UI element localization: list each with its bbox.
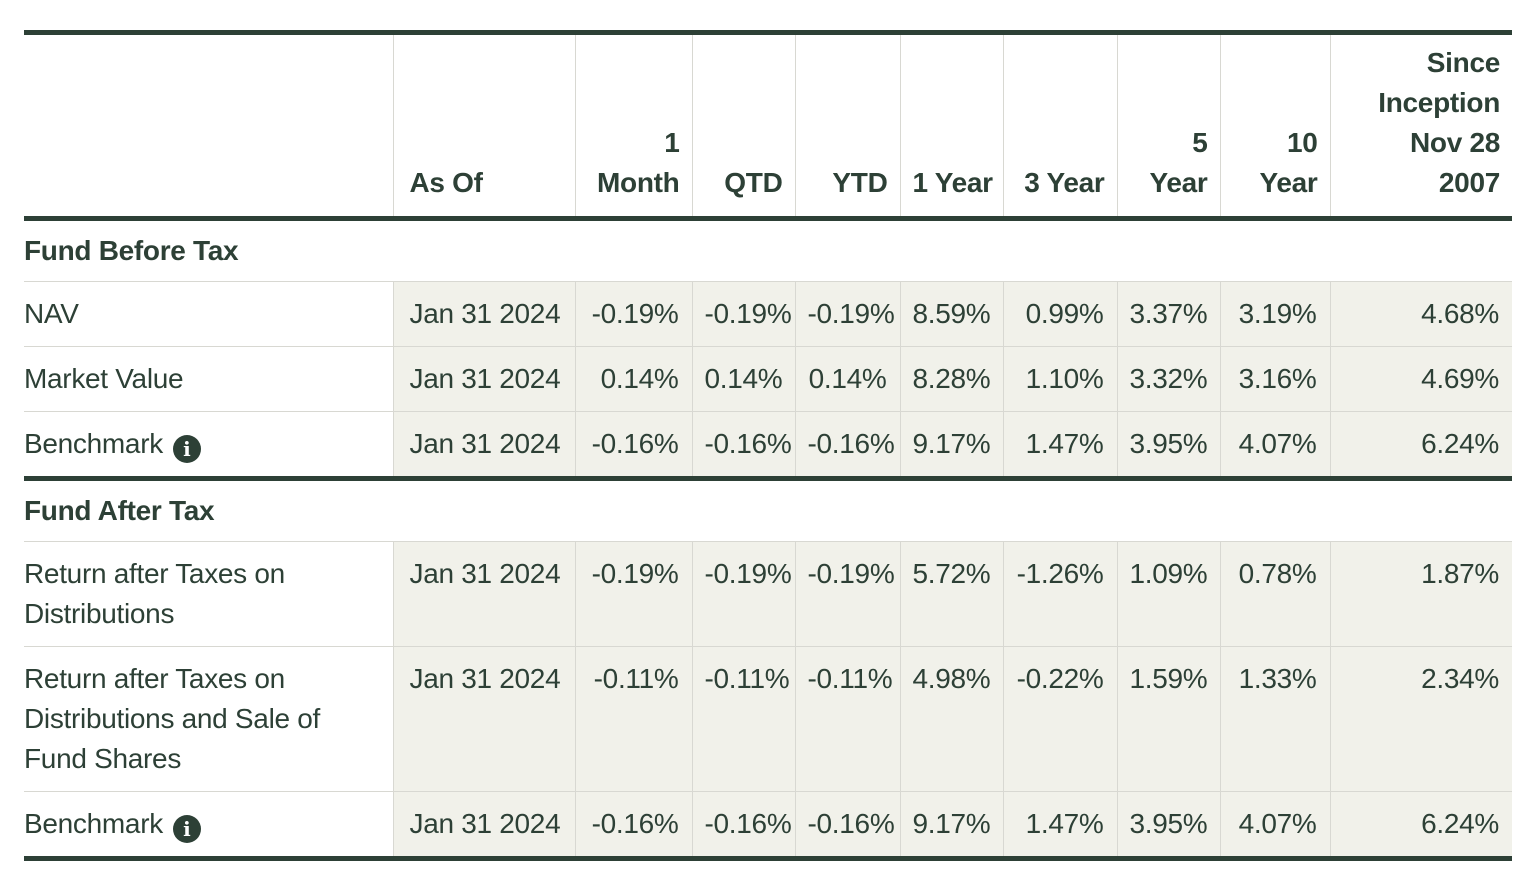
section-title: Fund After Tax bbox=[24, 476, 1512, 542]
as-of-cell: Jan 31 2024 bbox=[392, 541, 575, 647]
value-cell: 4.98% bbox=[899, 646, 1003, 792]
table-row: Market Value Jan 31 2024 0.14% 0.14% 0.14% 8.… bbox=[24, 346, 1512, 412]
row-label-cell: Market Value bbox=[24, 346, 393, 412]
column-header-1-year: 1 Year bbox=[899, 32, 1003, 221]
row-label: NAV bbox=[24, 298, 79, 329]
value-cell: 0.99% bbox=[1002, 281, 1117, 347]
column-header-as-of: As Of bbox=[392, 32, 575, 221]
value-cell: -0.16% bbox=[691, 791, 795, 859]
value-cell: 0.14% bbox=[574, 346, 692, 412]
section-title: Fund Before Tax bbox=[24, 235, 239, 266]
value-cell: -0.19% bbox=[574, 541, 692, 647]
value-cell: 8.28% bbox=[899, 346, 1003, 412]
value-cell: -1.26% bbox=[1002, 541, 1117, 647]
column-header-5-year: 5 Year bbox=[1116, 32, 1220, 221]
value-cell: 3.32% bbox=[1116, 346, 1220, 412]
row-label-cell: Return after Taxes on Distributions bbox=[24, 541, 393, 647]
value-cell: -0.19% bbox=[574, 281, 692, 347]
value-cell: 0.78% bbox=[1219, 541, 1330, 647]
column-header-qtd: QTD bbox=[691, 32, 795, 221]
value-cell: -0.16% bbox=[574, 791, 692, 859]
value-cell: -0.19% bbox=[794, 541, 900, 647]
fund-performance-table-container: As Of 1 Month QTD YTD 1 Year 3 Year 5 Year 10 Y… bbox=[24, 30, 1512, 861]
value-cell: 9.17% bbox=[899, 411, 1003, 479]
fund-performance-table: As Of 1 Month QTD YTD 1 Year 3 Year 5 Year 10 Y… bbox=[24, 30, 1512, 861]
value-cell: 3.19% bbox=[1219, 281, 1330, 347]
value-cell: -0.16% bbox=[794, 791, 900, 859]
as-of-cell: Jan 31 2024 bbox=[392, 281, 575, 347]
value-cell: 1.47% bbox=[1002, 411, 1117, 479]
value-cell: -0.19% bbox=[794, 281, 900, 347]
column-header-1-month: 1 Month bbox=[574, 32, 692, 221]
row-label-cell: Return after Taxes on Distributions and … bbox=[24, 646, 393, 792]
value-cell: 6.24% bbox=[1329, 411, 1512, 479]
table-row: Benchmark i Jan 31 2024 -0.16% -0.16% -0.16% 9… bbox=[24, 411, 1512, 479]
value-cell: -0.16% bbox=[794, 411, 900, 479]
value-cell: 2.34% bbox=[1329, 646, 1512, 792]
row-label-cell: Benchmark i bbox=[24, 411, 393, 479]
corner-header-cell bbox=[24, 32, 393, 221]
column-header-ytd: YTD bbox=[794, 32, 900, 221]
value-cell: 1.47% bbox=[1002, 791, 1117, 859]
value-cell: -0.22% bbox=[1002, 646, 1117, 792]
row-label-cell: NAV bbox=[24, 281, 393, 347]
value-cell: 6.24% bbox=[1329, 791, 1512, 859]
value-cell: 1.09% bbox=[1116, 541, 1220, 647]
as-of-cell: Jan 31 2024 bbox=[392, 411, 575, 479]
row-label: Return after Taxes on Distributions bbox=[24, 558, 285, 629]
value-cell: 4.69% bbox=[1329, 346, 1512, 412]
value-cell: 3.37% bbox=[1116, 281, 1220, 347]
value-cell: 3.95% bbox=[1116, 411, 1220, 479]
row-label: Benchmark bbox=[24, 808, 163, 839]
value-cell: -0.11% bbox=[574, 646, 692, 792]
value-cell: 3.95% bbox=[1116, 791, 1220, 859]
table-row: NAV Jan 31 2024 -0.19% -0.19% -0.19% 8.59% 0.9… bbox=[24, 281, 1512, 347]
row-label: Market Value bbox=[24, 363, 184, 394]
column-header-3-year: 3 Year bbox=[1002, 32, 1117, 221]
value-cell: 4.68% bbox=[1329, 281, 1512, 347]
as-of-cell: Jan 31 2024 bbox=[392, 791, 575, 859]
section-header-row: Fund Before Tax bbox=[24, 219, 1512, 282]
section-header-row: Fund After Tax bbox=[24, 476, 1512, 542]
row-label-cell: Benchmark i bbox=[24, 791, 393, 859]
table-row: Return after Taxes on Distributions Jan 3… bbox=[24, 541, 1512, 647]
row-label: Benchmark bbox=[24, 428, 163, 459]
value-cell: 1.87% bbox=[1329, 541, 1512, 647]
value-cell: -0.16% bbox=[574, 411, 692, 479]
column-header-10-year: 10 Year bbox=[1219, 32, 1330, 221]
value-cell: 3.16% bbox=[1219, 346, 1330, 412]
value-cell: 1.59% bbox=[1116, 646, 1220, 792]
value-cell: -0.16% bbox=[691, 411, 795, 479]
value-cell: -0.11% bbox=[691, 646, 795, 792]
value-cell: -0.11% bbox=[794, 646, 900, 792]
row-label: Return after Taxes on Distributions and … bbox=[24, 663, 321, 774]
value-cell: 1.33% bbox=[1219, 646, 1330, 792]
value-cell: 0.14% bbox=[691, 346, 795, 412]
table-row: Benchmark i Jan 31 2024 -0.16% -0.16% -0.16% 9… bbox=[24, 791, 1512, 859]
info-icon[interactable]: i bbox=[172, 435, 201, 463]
value-cell: -0.19% bbox=[691, 281, 795, 347]
info-icon[interactable]: i bbox=[172, 815, 201, 843]
value-cell: 8.59% bbox=[899, 281, 1003, 347]
table-header-row: As Of 1 Month QTD YTD 1 Year 3 Year 5 Year 10 Y… bbox=[24, 32, 1512, 221]
as-of-cell: Jan 31 2024 bbox=[392, 646, 575, 792]
value-cell: 0.14% bbox=[794, 346, 900, 412]
value-cell: 5.72% bbox=[899, 541, 1003, 647]
value-cell: 1.10% bbox=[1002, 346, 1117, 412]
as-of-cell: Jan 31 2024 bbox=[392, 346, 575, 412]
value-cell: 4.07% bbox=[1219, 791, 1330, 859]
value-cell: 4.07% bbox=[1219, 411, 1330, 479]
column-header-since-inception: Since Inception Nov 28 2007 bbox=[1329, 32, 1512, 221]
table-row: Return after Taxes on Distributions and … bbox=[24, 646, 1512, 792]
value-cell: -0.19% bbox=[691, 541, 795, 647]
value-cell: 9.17% bbox=[899, 791, 1003, 859]
